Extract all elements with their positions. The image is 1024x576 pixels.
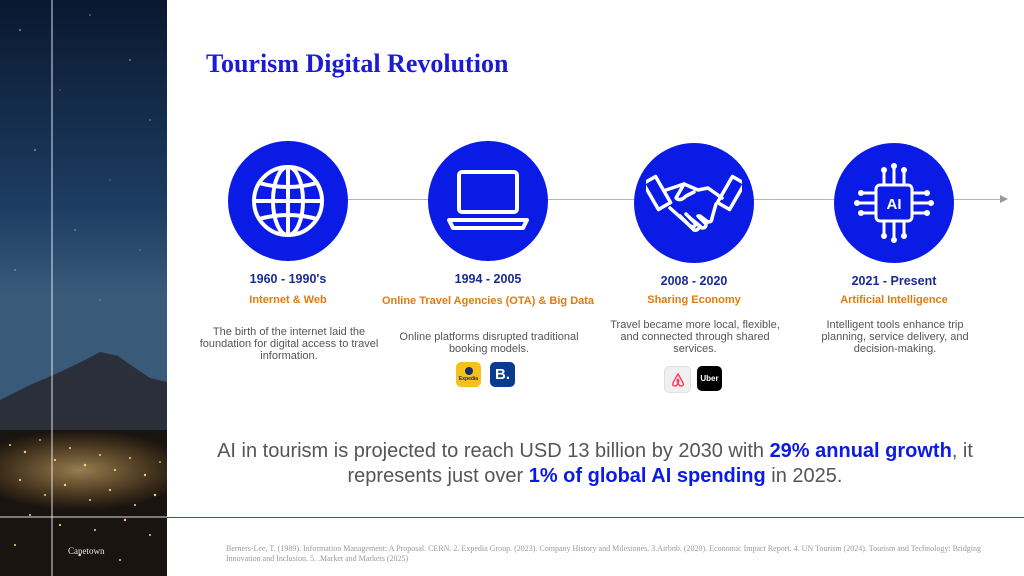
era-2-period: 1994 - 2005 [454, 272, 522, 286]
airbnb-icon [671, 372, 684, 387]
summary-part-2: , it represents just over [347, 440, 973, 487]
expedia-logo-text: Expedia [458, 376, 479, 382]
airbnb-logo [664, 366, 691, 393]
era-1-description: The birth of the internet laid the found… [199, 326, 379, 362]
era-3-circle [634, 143, 754, 263]
era-2-circle [428, 141, 548, 261]
ai-chip-text: AI [887, 196, 902, 213]
era-1-label: Internet & Web [249, 294, 327, 306]
summary-statement: AI in tourism is projected to reach USD … [180, 439, 1010, 489]
city-skyline-illustration [0, 0, 167, 576]
summary-part-1: AI in tourism is projected to reach USD … [217, 440, 770, 462]
ai-chip-icon: AI [854, 163, 934, 243]
references: Berners-Lee, T. (1989). Information Mana… [226, 544, 982, 563]
era-4-circle: AI [834, 143, 954, 263]
page-title: Tourism Digital Revolution [206, 49, 509, 78]
era-3-label: Sharing Economy [647, 294, 741, 306]
uber-logo: Uber [697, 366, 722, 391]
expedia-logo: Expedia [456, 362, 481, 387]
era-1-period: 1960 - 1990's [249, 272, 327, 286]
globe-icon [252, 165, 324, 237]
era-2-description: Online platforms disrupted traditional b… [399, 331, 579, 355]
timeline-arrow-icon [1000, 195, 1008, 203]
handshake-icon [646, 174, 742, 232]
era-4-description: Intelligent tools enhance trip planning,… [821, 319, 969, 355]
era-4-period: 2021 - Present [851, 274, 937, 288]
summary-part-3: in 2025. [765, 465, 843, 487]
era-3-description: Travel became more local, flexible, and … [610, 319, 780, 355]
era-1-circle [228, 141, 348, 261]
laptop-icon [447, 170, 529, 230]
summary-highlight-growth: 29% annual growth [769, 440, 952, 462]
photo-caption: Capetown [68, 546, 105, 556]
capetown-night-photo: Capetown [0, 0, 167, 576]
era-4-label: Artificial Intelligence [840, 294, 948, 306]
era-2-label: Online Travel Agencies (OTA) & Big Data [381, 295, 595, 307]
summary-highlight-spending: 1% of global AI spending [528, 465, 766, 487]
era-3-period: 2008 - 2020 [660, 274, 728, 288]
expedia-dot-icon [464, 367, 473, 375]
booking-logo: B. [490, 362, 515, 387]
footer-divider [167, 517, 1024, 518]
